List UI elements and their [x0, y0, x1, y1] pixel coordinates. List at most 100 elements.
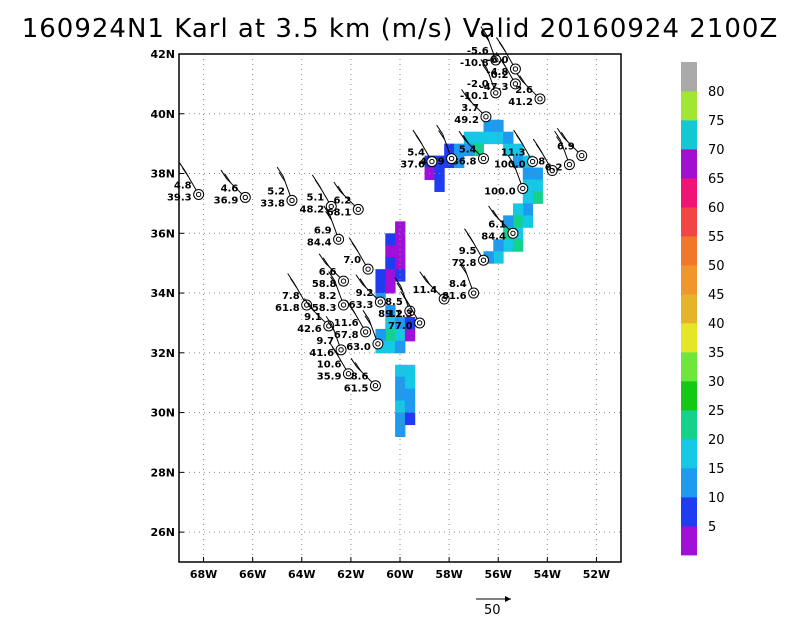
wind-barb-flag	[325, 210, 333, 221]
colorbar-segment	[681, 352, 697, 382]
colorbar-label: 45	[708, 288, 725, 303]
wind-cell	[395, 412, 406, 426]
wind-barb-flag	[331, 346, 339, 357]
station: 7.0	[343, 237, 374, 275]
wind-cell	[512, 203, 524, 216]
wind-cell	[375, 269, 386, 282]
station: 9.572.8	[452, 228, 489, 269]
station-ring	[239, 191, 251, 203]
station-top-value: 4.8	[174, 180, 192, 191]
wind-cell	[385, 316, 396, 330]
station-bottom-value: 72.8	[452, 258, 477, 269]
station-dot	[529, 158, 536, 165]
wind-cell	[395, 340, 406, 354]
wind-barb-flag	[318, 253, 326, 263]
station-bottom-value: 49.2	[454, 115, 479, 126]
wind-barb-flag	[314, 179, 322, 190]
station-top-value: -2.0	[467, 79, 489, 90]
wind-cell	[395, 376, 406, 390]
wind-cell	[385, 245, 396, 258]
wind-barb-flag	[364, 315, 372, 326]
wind-cell	[395, 364, 406, 378]
station: -5.6-10.8	[460, 26, 502, 69]
wind-cell	[395, 221, 406, 234]
station-dot	[512, 81, 519, 87]
station-ring	[477, 153, 489, 165]
station: 6.658.8	[312, 253, 350, 290]
station: 6.268.1	[327, 181, 364, 218]
station-ring	[507, 227, 519, 239]
wind-cell	[454, 155, 465, 169]
colorbar-segment	[681, 178, 697, 208]
wind-cell	[404, 364, 416, 378]
station-dot	[375, 341, 381, 347]
reference-arrowhead	[505, 596, 511, 602]
station: 6.184.4	[481, 205, 519, 242]
wind-cell	[503, 239, 514, 252]
wind-barb-flag	[359, 278, 367, 288]
station-ring	[301, 299, 313, 311]
colorbar-label: 50	[708, 259, 725, 274]
colorbar-label: 35	[708, 346, 725, 361]
colorbar-segment	[681, 91, 697, 121]
wind-barb-flag	[554, 130, 561, 141]
station: 11.4	[413, 271, 450, 305]
colorbar-label: 80	[708, 85, 725, 100]
station-bottom-value: 68.1	[327, 207, 352, 218]
station: 5.486.8	[452, 130, 489, 168]
station-top-value: 8.2	[319, 291, 337, 302]
wind-cell	[385, 305, 396, 318]
station-dot	[340, 278, 347, 284]
station-bottom-value: 77.0	[388, 321, 413, 332]
wind-cell	[385, 233, 396, 246]
station-bottom-value: 41.2	[508, 97, 533, 108]
station-top-value: 6.1	[488, 219, 506, 230]
wind-barb-flag	[182, 167, 189, 178]
station: 4.636.9	[214, 169, 251, 206]
station-top-value: 2.6	[515, 85, 533, 96]
station-top-value: 0.2	[491, 70, 509, 81]
station-bottom-value: 35.9	[317, 372, 342, 383]
station: 2.641.2	[508, 71, 546, 108]
station: 9.741.6	[309, 316, 347, 359]
wind-barb-flag	[488, 205, 495, 216]
station-dot	[448, 155, 455, 162]
colorbar-segment	[681, 62, 697, 92]
station-bottom-value: 81.6	[442, 291, 467, 302]
wind-cell	[503, 215, 514, 228]
station-dot	[493, 90, 499, 96]
colorbar-label: 65	[708, 172, 725, 187]
station-bottom-value: 100.0	[484, 186, 516, 197]
station: 11.377.0	[388, 291, 426, 332]
station-dot	[377, 299, 384, 305]
station: 11.667.8	[334, 300, 372, 341]
station-top-value: 11.4	[413, 285, 438, 296]
station-bottom-value: 100.0	[494, 160, 526, 171]
station-ring	[374, 296, 386, 308]
colorbar-segment	[681, 265, 697, 295]
station-ring	[360, 326, 372, 338]
station: 9.263.3	[349, 274, 386, 311]
station-dot	[510, 230, 516, 236]
lat-tick-label: 42N	[150, 48, 175, 61]
station: 5.148.2	[300, 174, 337, 215]
station-dot	[537, 96, 543, 102]
station-bottom-value: 58.8	[312, 279, 337, 290]
wind-cell	[434, 155, 445, 169]
lat-tick-label: 36N	[150, 227, 175, 240]
lat-tick-label: 38N	[150, 168, 175, 181]
wind-cell	[395, 424, 406, 437]
station-top-value: 6.9	[557, 142, 575, 153]
station-ring	[342, 368, 354, 380]
station-bottom-value: 61.5	[344, 384, 369, 395]
wind-cell	[375, 281, 386, 294]
wind-barb-flag	[462, 134, 470, 145]
station-bottom-value: 39.3	[167, 192, 192, 203]
station-ring	[480, 111, 492, 123]
station-top-value: -5.6	[467, 46, 489, 57]
colorbar-segment	[681, 439, 697, 469]
station-bottom-value: 84.4	[481, 231, 506, 242]
colorbar-segment	[681, 149, 697, 179]
wind-cell	[473, 143, 484, 157]
station-ring	[338, 299, 350, 311]
